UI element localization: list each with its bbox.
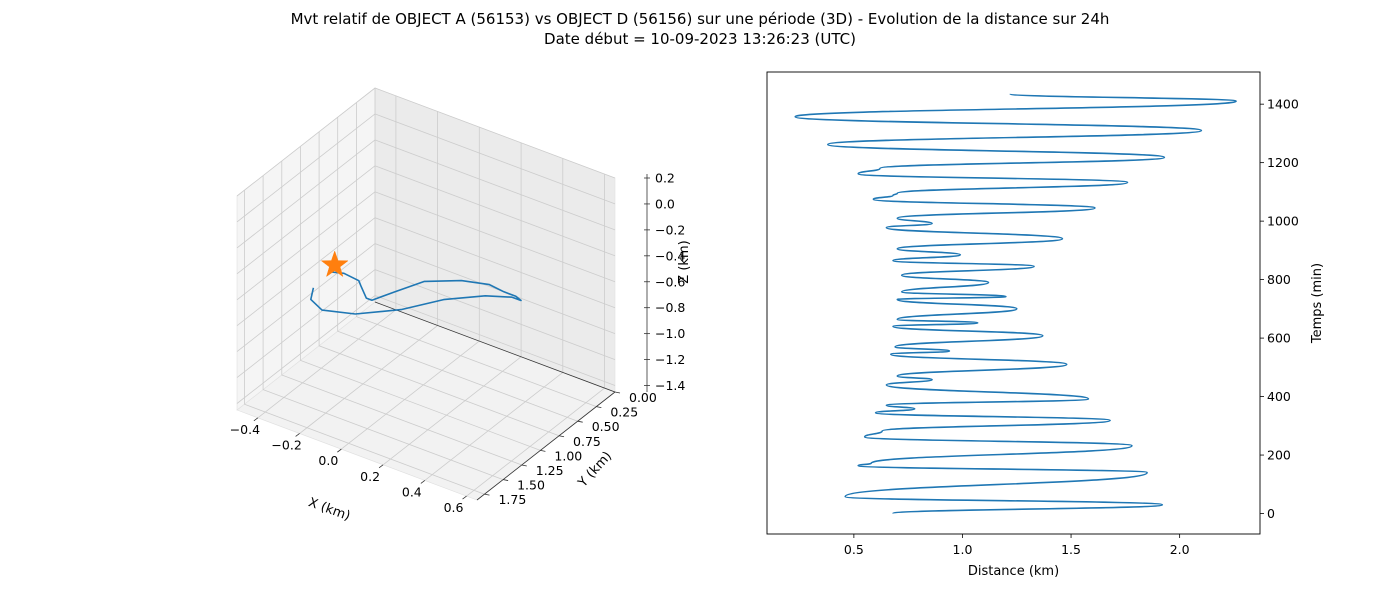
y-tick bbox=[484, 493, 490, 496]
x-tick-label: −0.2 bbox=[271, 437, 301, 452]
gridline-y bbox=[244, 190, 485, 495]
z-tick-label: −0.4 bbox=[655, 248, 685, 263]
z-tick-label: −1.2 bbox=[655, 352, 685, 367]
y-tick bbox=[558, 435, 565, 438]
distance-line bbox=[794, 93, 1237, 515]
y-tick-label: 1200 bbox=[1267, 155, 1299, 170]
z-tick-label: −0.8 bbox=[655, 300, 685, 315]
y-tick bbox=[596, 406, 602, 408]
figure-title: Mvt relatif de OBJECT A (56153) vs OBJEC… bbox=[290, 10, 1110, 28]
y-tick-label: 1400 bbox=[1267, 97, 1299, 112]
x-tick bbox=[378, 464, 384, 469]
x-tick-label: −0.4 bbox=[230, 422, 260, 437]
gridline-y bbox=[355, 102, 597, 407]
gridline-z bbox=[236, 191, 616, 301]
gridline-z bbox=[236, 269, 616, 378]
y-tick-label: 1.25 bbox=[536, 463, 564, 478]
x-tick-label: 2.0 bbox=[1170, 542, 1190, 557]
y-tick bbox=[540, 449, 546, 452]
x-tick-label: 1.5 bbox=[1061, 542, 1081, 557]
distance-time-plot: 0.5 1.0 1.5 2.0 0 200 400 600 800 1000 1200 1400 Dis… bbox=[766, 71, 1325, 579]
z-tick-label: 0.0 bbox=[655, 196, 675, 211]
y-tick-label: 600 bbox=[1267, 331, 1291, 346]
gridline-z bbox=[236, 217, 616, 327]
gridline-z bbox=[236, 139, 616, 249]
x-tick bbox=[253, 417, 259, 422]
x-tick-label: 0.4 bbox=[402, 484, 422, 499]
x-tick-label: 0.5 bbox=[844, 542, 864, 557]
y-tick bbox=[614, 391, 621, 394]
y-tick bbox=[521, 464, 527, 467]
gridline-y bbox=[262, 175, 504, 480]
y-tick-label: 0.75 bbox=[573, 434, 601, 449]
gridline-z bbox=[236, 113, 616, 223]
z-tick-label: 0.2 bbox=[655, 171, 675, 186]
x-axis-label: X (km) bbox=[306, 495, 352, 524]
z-tick-label: −1.4 bbox=[655, 378, 685, 393]
y-tick-label: 1.00 bbox=[554, 448, 582, 463]
y-tick-label: 0.25 bbox=[610, 405, 638, 420]
z-tick-label: −0.2 bbox=[655, 222, 685, 237]
gridline-y bbox=[281, 161, 522, 466]
y-tick-label: 800 bbox=[1267, 272, 1291, 287]
start-star-marker bbox=[320, 250, 349, 278]
y-tick-label: 400 bbox=[1267, 389, 1291, 404]
z-axis-label: Z (km) bbox=[677, 240, 692, 283]
3d-trajectory-plot: −0.4 −0.2 0.0 0.2 0.4 0.6 0.000.250.500.751.00… bbox=[230, 87, 692, 524]
y-tick-label: 1000 bbox=[1267, 214, 1299, 229]
y-tick-label: 0 bbox=[1267, 506, 1275, 521]
gridline-z bbox=[236, 165, 616, 275]
z-tick-label: −0.6 bbox=[655, 274, 685, 289]
gridline-z bbox=[236, 87, 616, 197]
x-axis-label: Distance (km) bbox=[968, 564, 1059, 579]
gridline-z bbox=[236, 243, 616, 352]
gridline-y bbox=[337, 117, 578, 422]
x-axis-line bbox=[374, 301, 616, 393]
gridline-y bbox=[299, 146, 541, 451]
x-tick-label: 0.6 bbox=[444, 500, 464, 515]
y-axis-line bbox=[476, 391, 616, 501]
x-tick-label: 0.2 bbox=[360, 469, 380, 484]
y-tick-label: 0.50 bbox=[592, 419, 620, 434]
y-tick-label: 1.75 bbox=[498, 492, 526, 507]
x-tick bbox=[295, 433, 300, 437]
gridline-y bbox=[318, 131, 560, 437]
y-tick-label: 1.50 bbox=[517, 478, 545, 493]
x-tick bbox=[337, 448, 342, 453]
x-tick-label: 0.0 bbox=[318, 453, 338, 468]
z-tick-label: −1.0 bbox=[655, 326, 685, 341]
x-tick bbox=[462, 495, 467, 500]
x-tick bbox=[420, 480, 426, 484]
y-tick-label: 0.00 bbox=[629, 390, 657, 405]
plot-frame bbox=[766, 71, 1261, 535]
y-tick bbox=[503, 479, 509, 481]
y-tick-label: 200 bbox=[1267, 448, 1291, 463]
gridline-z bbox=[236, 295, 616, 404]
x-tick-label: 1.0 bbox=[953, 542, 973, 557]
y-tick bbox=[577, 420, 583, 423]
trajectory-line bbox=[309, 271, 522, 315]
y-axis-label: Temps (min) bbox=[1310, 263, 1325, 344]
figure-subtitle: Date début = 10-09-2023 13:26:23 (UTC) bbox=[544, 30, 856, 48]
